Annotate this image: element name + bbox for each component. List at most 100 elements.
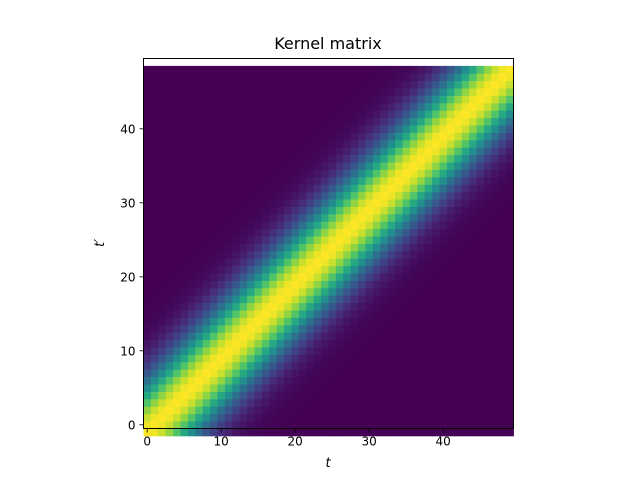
heatmap-cell [173,228,181,237]
heatmap-cell [409,80,418,89]
heatmap-cell [180,287,189,296]
heatmap-cell [195,199,204,207]
heatmap-cell [432,139,440,148]
heatmap-cell [173,125,181,133]
heatmap-cell [180,213,189,222]
heatmap-cell [350,332,359,341]
heatmap-cell [210,162,218,170]
heatmap-cell [247,139,255,148]
heatmap-cell [247,250,255,259]
heatmap-cell [483,80,492,89]
heatmap-cell [380,191,389,200]
heatmap-cell [476,361,485,370]
heatmap-cell [261,88,270,96]
heatmap-cell [276,406,285,415]
heatmap-cell [269,95,278,104]
heatmap-cell [239,398,248,407]
heatmap-cell [173,250,181,259]
heatmap-cell [284,95,292,104]
heatmap-cell [409,428,418,437]
heatmap-cell [217,384,226,392]
heatmap-cell [469,88,477,96]
heatmap-cell [432,162,440,170]
heatmap-cell [187,295,196,304]
heatmap-cell [158,391,167,400]
heatmap-cell [358,102,366,111]
heatmap-cell [276,102,285,111]
heatmap-cell [358,369,366,378]
heatmap-cell [461,332,470,341]
heatmap-cell [439,250,448,259]
heatmap-cell [284,347,292,355]
heatmap-cell [269,354,278,363]
heatmap-cell [306,236,315,244]
heatmap-cell [498,139,507,148]
heatmap-cell [143,228,152,237]
heatmap-cell [417,317,426,326]
heatmap-cell [343,310,352,318]
heatmap-cell [298,243,307,252]
heatmap-cell [461,169,470,178]
heatmap-cell [439,413,448,422]
heatmap-cell [276,95,285,104]
heatmap-cell [291,125,300,133]
heatmap-cell [417,391,426,400]
heatmap-cell [298,213,307,222]
heatmap-cell [454,88,463,96]
heatmap-cell [454,147,463,156]
heatmap-cell [276,154,285,163]
heatmap-cell [343,250,352,259]
heatmap-cell [173,199,181,207]
heatmap-cell [180,117,189,126]
heatmap-cell [343,88,352,96]
heatmap-cell [506,398,514,407]
heatmap-cell [506,80,514,89]
heatmap-cell [210,332,218,341]
heatmap-cell [321,80,329,89]
heatmap-cell [358,332,366,341]
heatmap-cell [173,280,181,289]
heatmap-cell [165,376,174,385]
heatmap-cell [284,221,292,230]
heatmap-cell [158,102,167,111]
heatmap-cell [432,243,440,252]
heatmap-cell [446,221,455,230]
heatmap-cell [365,139,374,148]
heatmap-cell [506,65,514,74]
heatmap-cell [165,310,174,318]
heatmap-cell [461,110,470,119]
heatmap-cell [365,154,374,163]
heatmap-cell [239,184,248,193]
heatmap-cell [365,406,374,415]
heatmap-cell [276,228,285,237]
heatmap-cell [432,169,440,178]
heatmap-cell [224,428,233,437]
heatmap-cell [187,413,196,422]
heatmap-cell [261,413,270,422]
heatmap-cell [187,169,196,178]
heatmap-cell [387,250,396,259]
heatmap-cell [232,162,241,170]
heatmap-cell [276,324,285,333]
heatmap-cell [335,354,344,363]
heatmap-cell [224,206,233,215]
heatmap-cell [239,250,248,259]
heatmap-cell [409,184,418,193]
heatmap-cell [439,391,448,400]
heatmap-cell [150,110,159,119]
heatmap-cell [173,80,181,89]
heatmap-cell [424,125,433,133]
heatmap-cell [239,273,248,281]
heatmap-cell [387,295,396,304]
heatmap-cell [439,347,448,355]
heatmap-cell [483,287,492,296]
heatmap-cell [321,398,329,407]
heatmap-cell [328,206,337,215]
heatmap-cell [247,95,255,104]
heatmap-cell [202,117,211,126]
heatmap-cell [247,295,255,304]
heatmap-cell [461,132,470,141]
heatmap-cell [321,391,329,400]
heatmap-cell [143,102,152,111]
heatmap-cell [454,250,463,259]
